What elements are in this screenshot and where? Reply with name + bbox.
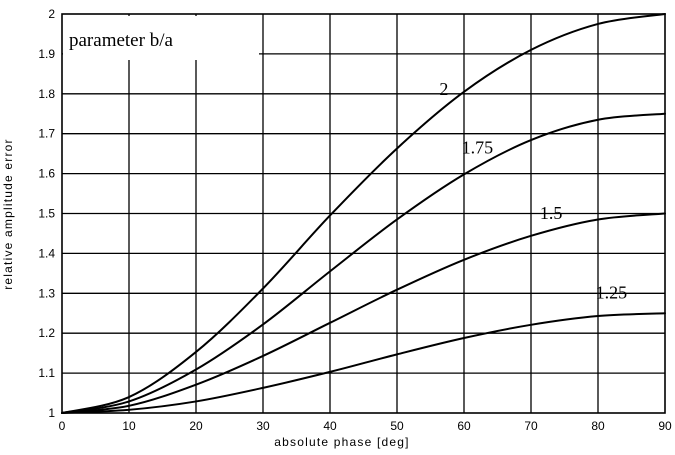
y-tick-label: 1.4 — [38, 246, 55, 260]
legend-box: parameter b/a — [63, 16, 259, 60]
legend-background — [63, 16, 259, 60]
x-tick-label: 50 — [390, 419, 404, 433]
y-tick-label: 2 — [48, 7, 55, 21]
series-label-1_75: 1.75 — [462, 138, 494, 158]
x-tick-label: 60 — [457, 419, 471, 433]
x-axis-title: absolute phase [deg] — [274, 435, 409, 449]
y-tick-label: 1.7 — [38, 127, 55, 141]
series-layer — [61, 13, 666, 414]
y-tick-label: 1 — [48, 406, 55, 420]
y-axis-title: relative amplitude error — [1, 138, 15, 290]
series-line-2 — [61, 13, 666, 414]
series-label-2: 2 — [439, 79, 448, 99]
y-tick-label: 1.5 — [38, 207, 55, 221]
y-tick-label: 1.9 — [38, 47, 55, 61]
series-line-1_5 — [61, 212, 666, 414]
y-tick-label: 1.1 — [38, 366, 55, 380]
series-label-1_25: 1.25 — [596, 282, 628, 302]
x-tick-label: 40 — [323, 419, 337, 433]
ticks-layer: 0 10 20 30 40 50 60 70 80 90 1 1.1 1.2 1.3 1.4 1.5 1.6 1.… — [38, 7, 672, 433]
legend-title: parameter b/a — [69, 30, 173, 51]
grid-layer — [62, 14, 665, 413]
x-tick-label: 80 — [591, 419, 605, 433]
series-line-1_25 — [61, 312, 666, 414]
x-tick-label: 70 — [524, 419, 538, 433]
labels-layer: 1.25 1.5 1.75 2 — [439, 79, 627, 303]
y-tick-label: 1.6 — [38, 167, 55, 181]
x-tick-label: 30 — [256, 419, 270, 433]
y-tick-label: 1.3 — [38, 286, 55, 300]
series-line-1_75 — [61, 112, 666, 414]
x-tick-label: 0 — [59, 419, 66, 433]
y-tick-label: 1.8 — [38, 87, 55, 101]
plot-frame — [61, 13, 666, 414]
series-label-1_5: 1.5 — [540, 203, 563, 223]
y-tick-label: 1.2 — [38, 326, 55, 340]
frame-layer — [61, 13, 666, 414]
x-tick-label: 90 — [658, 419, 672, 433]
x-tick-label: 10 — [122, 419, 136, 433]
x-tick-label: 20 — [189, 419, 203, 433]
